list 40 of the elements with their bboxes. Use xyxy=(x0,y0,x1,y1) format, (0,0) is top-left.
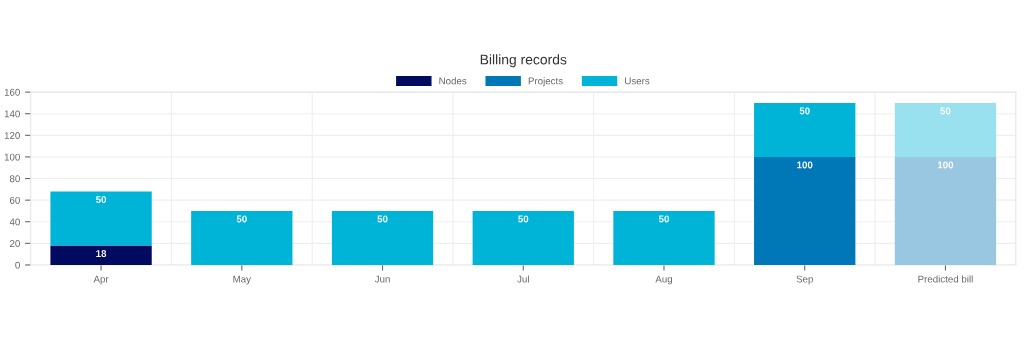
x-tick-label: May xyxy=(233,275,251,285)
data-label: 100 xyxy=(937,161,954,169)
data-label: 50 xyxy=(518,215,529,223)
bar xyxy=(894,156,997,265)
bar xyxy=(754,156,856,265)
y-tick-label: 40 xyxy=(9,218,20,226)
bar xyxy=(50,245,152,265)
y-tick-label: 60 xyxy=(9,196,20,204)
data-label: 100 xyxy=(797,161,813,169)
y-tick-label: 0 xyxy=(15,261,20,269)
bar xyxy=(613,210,715,265)
x-tick-label: Predicted bill xyxy=(918,275,973,283)
y-tick-label: 160 xyxy=(4,88,20,96)
data-label: 50 xyxy=(940,107,951,115)
bar xyxy=(894,102,997,157)
y-tick-label: 100 xyxy=(4,153,20,161)
bar xyxy=(191,210,293,265)
bar xyxy=(50,191,152,246)
data-label: 18 xyxy=(96,250,107,257)
x-tick-label: Jun xyxy=(374,275,390,283)
bar xyxy=(331,210,434,265)
x-tick-label: Jul xyxy=(517,275,529,283)
y-tick-label: 120 xyxy=(4,132,20,139)
x-tick-label: Apr xyxy=(93,275,109,285)
data-label: 50 xyxy=(799,107,810,115)
data-label: 50 xyxy=(236,215,247,223)
legend-label: Projects xyxy=(528,77,563,87)
x-tick-label: Aug xyxy=(655,275,673,285)
bar xyxy=(472,210,574,265)
x-tick-label: Sep xyxy=(796,275,813,285)
chart-title: Billing records xyxy=(480,54,567,68)
y-tick-label: 80 xyxy=(9,175,20,183)
legend-label: Users xyxy=(625,77,650,85)
data-label: 50 xyxy=(95,196,107,203)
bar xyxy=(754,102,856,157)
y-tick-label: 140 xyxy=(4,110,20,118)
y-tick-label: 20 xyxy=(9,240,20,247)
data-label: 50 xyxy=(658,215,669,223)
legend-label: Nodes xyxy=(439,77,467,85)
data-label: 50 xyxy=(377,215,388,223)
